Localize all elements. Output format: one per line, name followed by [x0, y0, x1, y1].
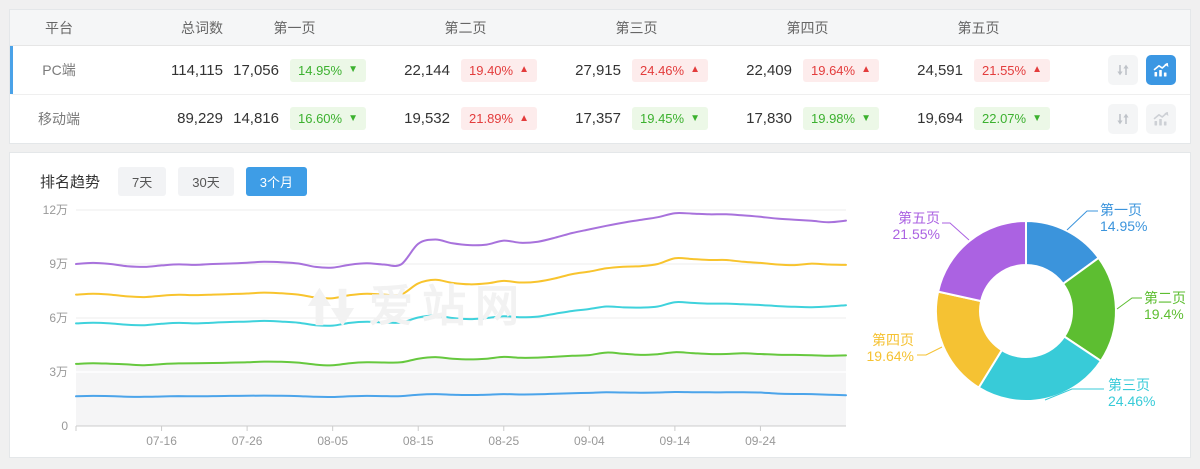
svg-text:09-14: 09-14 [660, 434, 691, 448]
trend-chart-icon[interactable] [1146, 55, 1176, 85]
trend-toolbar: 排名趋势 7天 30天 3个月 [10, 153, 1190, 196]
down-triangle-icon: ▼ [861, 112, 871, 124]
svg-text:09-24: 09-24 [745, 434, 776, 448]
up-triangle-icon: ▲ [1032, 64, 1042, 75]
page2-cell: 22,144 19.40% ▲ [394, 58, 565, 82]
page1-cell: 17,056 14.95% ▼ [223, 58, 394, 82]
svg-text:0: 0 [61, 419, 68, 433]
svg-text:08-25: 08-25 [488, 434, 519, 448]
donut-label-page4: 第四页 19.64% [866, 332, 914, 365]
svg-text:07-16: 07-16 [146, 434, 177, 448]
svg-text:3万: 3万 [49, 365, 68, 379]
donut-label-page1: 第一页 14.95% [1100, 202, 1148, 235]
table-row-pc[interactable]: PC端 114,115 17,056 14.95% ▼ 22,144 19.40%… [10, 46, 1190, 94]
page3-cell: 27,915 24.46% ▲ [565, 58, 736, 82]
donut-chart[interactable] [866, 201, 1196, 461]
svg-text:12万: 12万 [43, 203, 68, 217]
page3-cell: 17,357 19.45% ▼ [565, 107, 736, 130]
page3-change-badge: 24.46% ▲ [632, 58, 708, 82]
page4-cell: 17,830 19.98% ▼ [736, 107, 907, 130]
page-distribution-donut: 第一页 14.95% 第二页 19.4% 第三页 24.46% 第四页 19.64% 第… [866, 201, 1196, 461]
page4-value: 22,409 [746, 61, 792, 79]
svg-text:9万: 9万 [49, 257, 68, 271]
page1-cell: 14,816 16.60% ▼ [223, 107, 394, 130]
donut-label-page5: 第五页 21.55% [892, 210, 940, 243]
down-triangle-icon: ▼ [690, 112, 700, 124]
page2-cell: 19,532 21.89% ▲ [394, 107, 565, 130]
svg-text:09-04: 09-04 [574, 434, 605, 448]
page5-cell: 19,694 22.07% ▼ [907, 107, 1078, 130]
down-triangle-icon: ▼ [1032, 112, 1042, 124]
trend-line-chart[interactable]: 0 3万 6万 9万 12万 07-16 07-26 08-05 08-15 08-25 09-04… [10, 195, 870, 459]
col-header-page3: 第三页 [615, 19, 658, 36]
platform-label: 移动端 [38, 110, 80, 127]
col-header-page4: 第四页 [786, 19, 829, 36]
col-header-page5: 第五页 [957, 19, 1000, 36]
page3-value: 27,915 [575, 61, 621, 79]
up-triangle-icon: ▲ [519, 64, 529, 75]
page5-value: 24,591 [917, 61, 963, 79]
page1-change-badge: 14.95% ▼ [290, 58, 366, 82]
tab-7-days[interactable]: 7天 [118, 167, 167, 196]
sort-icon[interactable] [1108, 103, 1138, 134]
up-triangle-icon: ▲ [861, 64, 871, 75]
page2-change-badge: 19.40% ▲ [461, 58, 537, 82]
svg-text:6万: 6万 [49, 311, 68, 325]
svg-text:08-05: 08-05 [317, 434, 348, 448]
trend-chart-icon[interactable] [1146, 103, 1176, 134]
trend-title: 排名趋势 [40, 174, 101, 191]
col-header-platform: 平台 [45, 19, 73, 36]
page2-change-badge: 21.89% ▲ [461, 107, 537, 130]
page1-value: 17,056 [233, 61, 279, 79]
page2-value: 22,144 [404, 61, 450, 79]
down-triangle-icon: ▼ [348, 64, 358, 75]
page4-change-badge: 19.64% ▲ [803, 58, 879, 82]
page4-change-badge: 19.98% ▼ [803, 107, 879, 130]
total-words: 114,115 [171, 61, 223, 79]
col-header-page1: 第一页 [273, 19, 316, 36]
page1-change-badge: 16.60% ▼ [290, 107, 366, 130]
total-words: 89,229 [177, 110, 223, 127]
page4-value: 17,830 [746, 110, 792, 127]
down-triangle-icon: ▼ [348, 112, 358, 124]
sort-icon[interactable] [1108, 55, 1138, 85]
table-header-row: 平台 总词数 第一页 第二页 第三页 第四页 第五页 [10, 10, 1190, 46]
svg-text:07-26: 07-26 [232, 434, 263, 448]
svg-text:08-15: 08-15 [403, 434, 434, 448]
page5-value: 19,694 [917, 110, 963, 127]
col-header-page2: 第二页 [444, 19, 487, 36]
page3-value: 17,357 [575, 110, 621, 127]
page3-change-badge: 19.45% ▼ [632, 107, 708, 130]
page5-change-badge: 21.55% ▲ [974, 58, 1050, 82]
up-triangle-icon: ▲ [519, 112, 529, 124]
col-header-total: 总词数 [181, 19, 223, 36]
page1-value: 14,816 [233, 110, 279, 127]
page5-cell: 24,591 21.55% ▲ [907, 58, 1078, 82]
page4-cell: 22,409 19.64% ▲ [736, 58, 907, 82]
page5-change-badge: 22.07% ▼ [974, 107, 1050, 130]
keyword-table-panel: 平台 总词数 第一页 第二页 第三页 第四页 第五页 PC端 114,115 1… [9, 9, 1191, 144]
page2-value: 19,532 [404, 110, 450, 127]
table-row-mobile[interactable]: 移动端 89,229 14,816 16.60% ▼ 19,532 21.89% ▲… [10, 94, 1190, 142]
donut-label-page2: 第二页 19.4% [1144, 290, 1186, 323]
up-triangle-icon: ▲ [690, 64, 700, 75]
tab-3-months[interactable]: 3个月 [245, 167, 307, 196]
donut-label-page3: 第三页 24.46% [1108, 377, 1156, 410]
tab-30-days[interactable]: 30天 [178, 167, 234, 196]
rank-trend-panel: 排名趋势 7天 30天 3个月 0 3万 6万 9万 12万 07-16 07-26 08-0… [9, 152, 1191, 458]
platform-label: PC端 [42, 62, 76, 78]
